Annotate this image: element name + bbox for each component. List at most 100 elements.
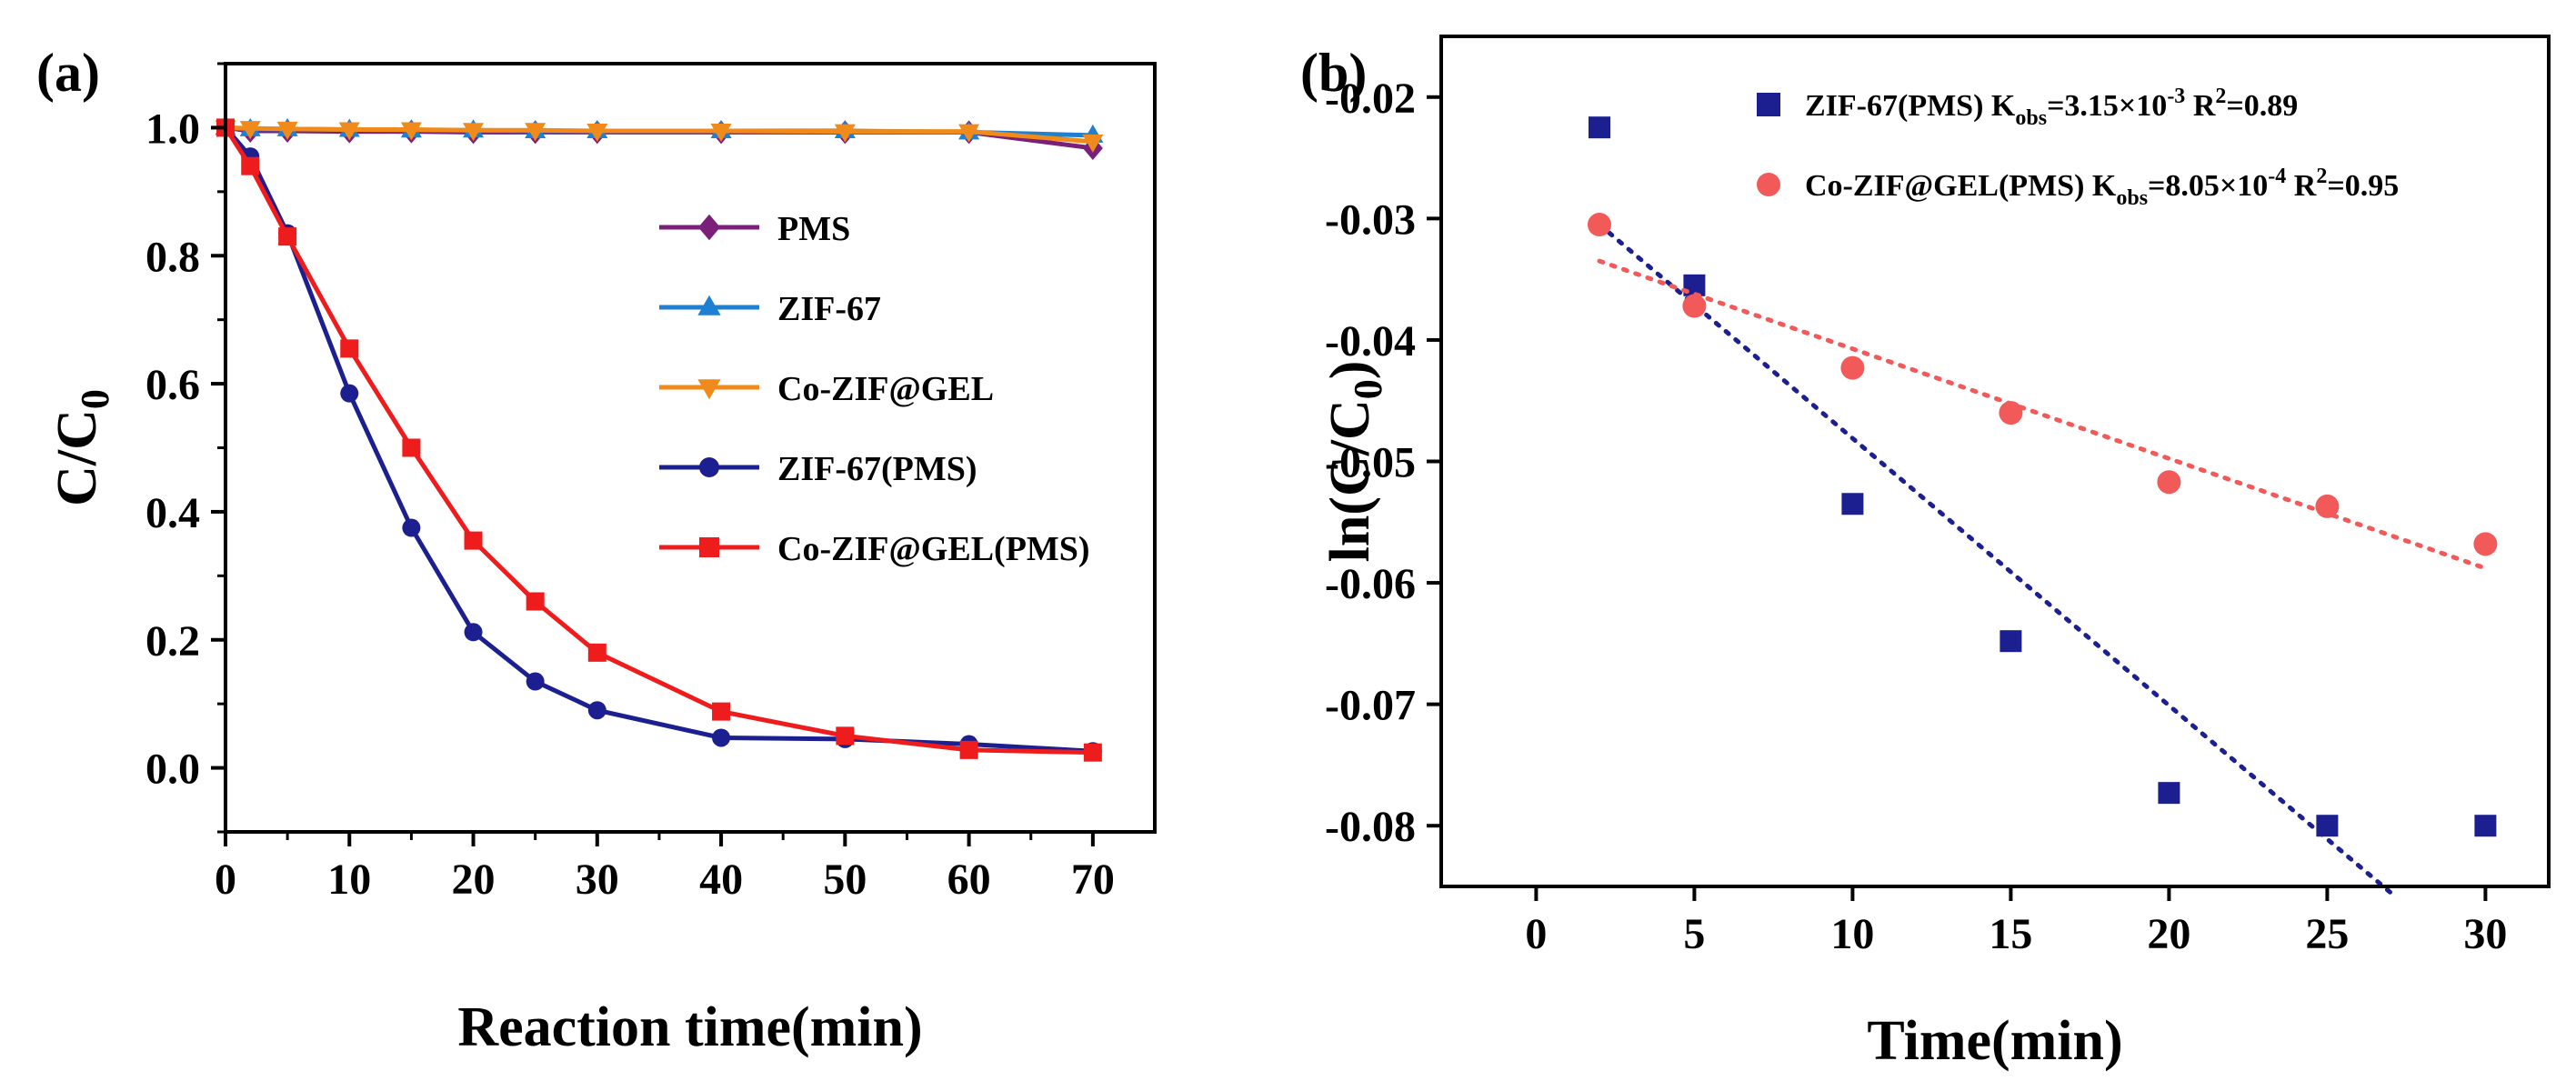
panel-a-legend-item: ZIF-67 — [659, 290, 881, 328]
panel-a-data-point — [586, 123, 608, 142]
panel-b-x-tick-label: 15 — [1989, 910, 2032, 958]
panel-a-legend-label: ZIF-67(PMS) — [777, 450, 977, 488]
panel-b-frame — [1439, 35, 2551, 888]
panel-b-legend-label-part: ZIF-67(PMS) — [1805, 89, 1991, 123]
panel-b-data-point — [2474, 815, 2497, 837]
panel-a-legend-marker — [699, 537, 719, 557]
panel-a-y-tick-label: 1.0 — [145, 105, 200, 153]
panel-a-y-label-sub: 0 — [73, 389, 117, 409]
panel-b-y-label-main: ln(C/C — [1319, 399, 1381, 562]
panel-a-data-point — [338, 122, 360, 141]
panel-a-data-point — [525, 123, 546, 142]
panel-b-legend-label-part: K — [1991, 89, 2016, 123]
panel-b-x-tick-label: 0 — [1525, 910, 1547, 958]
panel-a-data-point — [526, 592, 545, 611]
panel-a-data-point — [464, 623, 483, 642]
panel-b-data-point — [2316, 815, 2339, 837]
panel-a-series-3 — [216, 118, 1102, 761]
panel-b-data-point — [2473, 532, 2498, 556]
panel-a-legend-item: PMS — [659, 210, 850, 248]
panel-b-x-tick-label: 10 — [1830, 910, 1874, 958]
panel-b-legend-label-part: R — [2286, 169, 2317, 203]
panel-a: (a) 0 10 20 30 40 50 60 70 0.0 0.2 0.4 0.6 0.8 1.0 Re… — [36, 43, 1157, 1058]
panel-a-legend-item: Co-ZIF@GEL — [659, 370, 994, 408]
panel-a-data-point — [241, 156, 260, 175]
panel-a-data-point — [464, 531, 483, 550]
panel-b-legend-label-part: =3.15×10 — [2047, 89, 2167, 123]
panel-a-label: (a) — [36, 43, 100, 103]
panel-a-data-point — [1083, 743, 1102, 762]
panel-b-x-tick-label: 25 — [2305, 910, 2349, 958]
panel-b-data-point — [1841, 493, 1864, 515]
panel-a-data-point — [402, 518, 421, 537]
panel-b-legend-marker — [1757, 93, 1780, 116]
panel-b-data-point — [1588, 213, 1611, 237]
panel-b-y-label-close: ) — [1319, 361, 1381, 380]
panel-a-data-point — [400, 122, 422, 141]
panel-b-y-tick-label: -0.06 — [1325, 560, 1416, 608]
panel-b-legend-marker — [1757, 173, 1780, 196]
panel-a-data-point — [834, 124, 856, 143]
panel-a-data-point — [587, 643, 606, 662]
panel-a-legend-marker — [697, 214, 721, 241]
panel-b-legend-label-part: Co-ZIF@GEL(PMS) — [1805, 169, 2092, 203]
panel-a-data-point — [526, 672, 545, 691]
panel-b-legend-label-part: obs — [2015, 106, 2047, 130]
panel-a-x-tick-label: 10 — [327, 856, 371, 904]
panel-b-data-point — [1589, 116, 1610, 139]
panel-a-x-tick-label: 40 — [699, 856, 743, 904]
panel-b-legend-label: Co-ZIF@GEL(PMS) Kobs=8.05×10-4 R2=0.95 — [1805, 165, 2399, 210]
panel-b-legend-label: ZIF-67(PMS) Kobs=3.15×10-3 R2=0.89 — [1805, 85, 2298, 130]
panel-a-data-point — [278, 227, 297, 246]
panel-b-legend-label-part: 2 — [2215, 85, 2226, 108]
panel-b-legend: ZIF-67(PMS) Kobs=3.15×10-3 R2=0.89 Co-ZIF… — [1757, 85, 2399, 210]
panel-a-series-4 — [216, 118, 1102, 762]
panel-a-legend-item: Co-ZIF@GEL(PMS) — [659, 530, 1090, 568]
panel-a-y-label-main: C/C — [46, 409, 108, 506]
panel-b-data-point — [2157, 470, 2181, 495]
panel-a-data-point — [712, 728, 731, 747]
panel-a-legend-label: ZIF-67 — [777, 290, 881, 328]
panel-a-data-point — [402, 438, 421, 457]
panel-a-data-point — [276, 121, 298, 140]
panel-a-data-point — [239, 121, 261, 140]
panel-b-legend-label-part: K — [2092, 169, 2117, 203]
panel-b-data-point — [2315, 494, 2340, 518]
panel-b-fit-line — [1597, 258, 2488, 571]
panel-a-y-axis-label: C/C0 — [46, 389, 117, 506]
panel-b-legend-item: ZIF-67(PMS) Kobs=3.15×10-3 R2=0.89 — [1757, 85, 2298, 130]
panel-a-y-tick-label: 0.0 — [145, 746, 200, 794]
panel-b: (b) 0 5 10 15 20 25 30-0.02-0.03-0.04-0.05-0.0… — [1300, 35, 2551, 1072]
panel-a-legend: PMS ZIF-67 Co-ZIF@GEL ZIF-67(PMS) Co-ZIF@GEL… — [659, 210, 1090, 568]
panel-a-legend-label: Co-ZIF@GEL(PMS) — [777, 530, 1090, 568]
panel-b-y-tick-label: -0.05 — [1325, 439, 1416, 487]
panel-b-y-tick-label: -0.04 — [1325, 317, 1416, 365]
panel-b-y-tick-label: -0.02 — [1325, 75, 1416, 123]
panel-a-legend-marker — [699, 457, 719, 477]
panel-a-x-axis-label: Reaction time(min) — [457, 996, 922, 1058]
panel-a-legend-marker — [697, 379, 721, 400]
panel-b-legend-label-part: =0.89 — [2226, 89, 2298, 123]
panel-b-x-tick-label: 5 — [1683, 910, 1705, 958]
panel-a-x-tick-label: 30 — [576, 856, 619, 904]
panel-a-legend-label: PMS — [777, 210, 850, 248]
panel-a-x-tick-label: 50 — [823, 856, 867, 904]
panel-b-legend-label-part: =0.95 — [2327, 169, 2399, 203]
panel-b-legend-label-part: R — [2185, 89, 2216, 123]
panel-a-data-point — [587, 701, 606, 720]
panel-b-legend-label-part: =8.05×10 — [2148, 169, 2268, 203]
panel-b-legend-item: Co-ZIF@GEL(PMS) Kobs=8.05×10-4 R2=0.95 — [1757, 165, 2399, 210]
panel-b-series-1 — [1588, 213, 2498, 571]
panel-a-data-point — [959, 740, 978, 759]
panel-a-data-point — [836, 726, 855, 746]
panel-a-series-line — [223, 126, 1093, 756]
panel-a-y-tick-label: 0.8 — [145, 233, 200, 281]
panel-b-legend-label-part: 2 — [2316, 165, 2327, 188]
panel-a-data-point — [340, 339, 359, 358]
panel-a-x-tick-label: 20 — [452, 856, 496, 904]
panel-a-legend-item: ZIF-67(PMS) — [659, 450, 977, 488]
panel-a-legend-marker — [697, 295, 721, 315]
panel-b-y-tick-label: -0.03 — [1325, 195, 1416, 244]
panel-a-data-point — [712, 702, 731, 721]
